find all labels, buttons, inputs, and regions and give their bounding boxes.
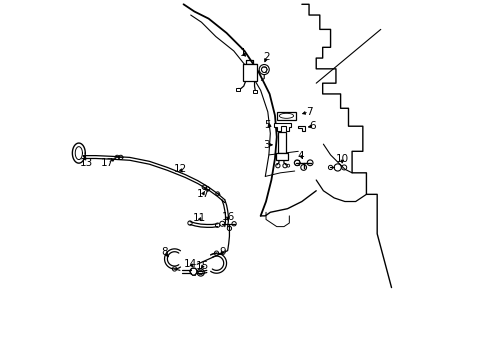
Text: 16: 16 (221, 212, 234, 221)
Bar (242, 64, 257, 81)
Bar (277, 132, 285, 153)
Text: 11: 11 (192, 213, 205, 222)
Text: 14: 14 (183, 259, 197, 269)
Bar (235, 88, 239, 91)
Text: 8: 8 (161, 247, 168, 257)
Text: 17: 17 (196, 189, 209, 199)
Text: 2: 2 (263, 52, 269, 62)
Text: 13: 13 (80, 158, 93, 168)
Text: 6: 6 (309, 121, 315, 131)
Text: 4: 4 (297, 150, 304, 161)
Polygon shape (297, 126, 304, 131)
Text: 12: 12 (173, 163, 186, 174)
Text: 3: 3 (262, 140, 269, 150)
Text: 17: 17 (101, 158, 114, 168)
Text: 9: 9 (219, 247, 226, 257)
Text: 5: 5 (263, 121, 270, 130)
Bar (252, 90, 257, 93)
Text: 1: 1 (240, 48, 246, 58)
Text: 15: 15 (196, 261, 209, 271)
Bar (276, 112, 296, 120)
Bar (276, 153, 287, 159)
Text: 7: 7 (305, 107, 312, 117)
Text: 10: 10 (335, 154, 348, 164)
Polygon shape (273, 123, 290, 131)
